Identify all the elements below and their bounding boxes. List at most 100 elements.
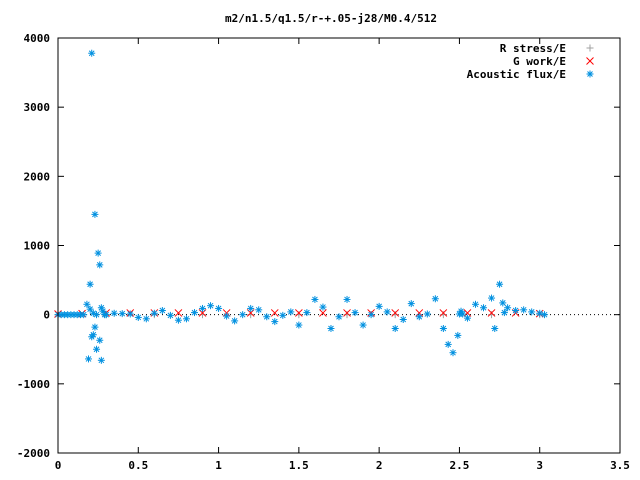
data-point: [134, 313, 142, 321]
data-point: [383, 308, 391, 316]
data-point: [83, 300, 91, 308]
data-point: [271, 318, 279, 326]
data-point: [367, 311, 375, 319]
data-point: [319, 303, 327, 311]
data-point: [88, 49, 96, 57]
data-point: [174, 316, 182, 324]
legend-marker: [586, 44, 594, 52]
data-point: [118, 310, 126, 318]
data-point: [295, 311, 303, 319]
data-point: [351, 309, 359, 317]
data-point: [463, 314, 471, 322]
data-point: [93, 345, 101, 353]
legend-marker: [586, 70, 594, 78]
chart-title: m2/n1.5/q1.5/r-+.05-j28/M0.4/512: [225, 12, 437, 25]
data-point: [270, 309, 279, 317]
data-point: [93, 311, 101, 319]
data-point: [491, 325, 499, 332]
y-tick-label: 3000: [24, 101, 51, 114]
data-point: [415, 309, 424, 317]
x-tick-label: 0.5: [128, 459, 148, 472]
data-point: [327, 325, 335, 332]
data-point: [126, 310, 134, 318]
data-point: [255, 306, 263, 314]
data-point: [311, 295, 319, 303]
data-point: [199, 311, 207, 319]
data-point: [454, 331, 462, 339]
data-point: [96, 261, 104, 269]
data-point: [391, 311, 399, 319]
legend-label: Acoustic flux/E: [467, 68, 566, 81]
data-point: [407, 300, 415, 308]
data-point: [96, 336, 104, 344]
data-point: [86, 280, 94, 288]
data-point: [500, 309, 508, 317]
data-point: [110, 309, 118, 317]
data-point: [536, 309, 544, 317]
data-point: [391, 325, 399, 332]
data-point: [295, 309, 303, 317]
data-point: [480, 304, 488, 312]
data-point: [190, 309, 198, 317]
data-point: [459, 310, 467, 318]
data-point: [303, 309, 311, 317]
data-point: [150, 309, 158, 317]
data-point: [444, 340, 452, 348]
data-point: [399, 316, 407, 324]
data-point: [94, 249, 102, 257]
data-point: [102, 311, 110, 319]
x-tick-label: 0: [55, 459, 62, 472]
x-tick-label: 3.5: [610, 459, 630, 472]
data-point: [279, 311, 287, 319]
data-point: [319, 309, 327, 317]
series-layer: [54, 49, 549, 364]
data-point: [247, 304, 255, 312]
y-tick-label: 4000: [24, 32, 51, 45]
data-point: [247, 311, 255, 319]
x-tick-label: 1: [215, 459, 222, 472]
x-tick-label: 2: [376, 459, 383, 472]
data-point: [471, 300, 479, 308]
data-point: [239, 311, 247, 319]
data-point: [541, 311, 549, 319]
axes: 0 0.5 1 1.5 2 2.5 3 3.5 -2000 -1000 0 1000 2000 3000 4…: [17, 32, 630, 472]
data-point: [263, 313, 271, 321]
data-point: [91, 210, 99, 218]
data-point: [496, 280, 504, 288]
data-point: [415, 313, 423, 321]
data-point: [343, 311, 351, 319]
data-point: [343, 309, 351, 317]
data-point: [487, 309, 496, 317]
data-point: [199, 304, 207, 312]
data-point: [207, 302, 215, 310]
data-point: [182, 315, 190, 323]
y-tick-label: -1000: [17, 378, 50, 391]
data-point: [488, 311, 496, 319]
data-point: [223, 312, 231, 320]
y-tick-label: 0: [43, 309, 50, 322]
data-point: [85, 355, 93, 363]
data-point: [89, 331, 97, 339]
data-point: [499, 299, 507, 307]
data-point: [97, 356, 105, 364]
data-point: [287, 308, 295, 316]
data-point: [335, 313, 343, 321]
plot-frame: [57, 37, 621, 454]
data-point: [504, 304, 512, 312]
data-point: [91, 323, 99, 331]
data-point: [520, 306, 528, 314]
data-point: [80, 311, 88, 319]
data-point: [528, 308, 536, 316]
data-point: [231, 317, 239, 325]
data-point: [215, 304, 223, 312]
data-point: [449, 349, 457, 357]
y-tick-label: 2000: [24, 170, 51, 183]
data-point: [512, 307, 520, 315]
legend-label: G work/E: [513, 55, 566, 68]
data-point: [295, 321, 303, 329]
y-tick-label: 1000: [24, 240, 51, 253]
data-point: [158, 307, 166, 315]
series-acoustic-flux-e: [54, 49, 549, 364]
